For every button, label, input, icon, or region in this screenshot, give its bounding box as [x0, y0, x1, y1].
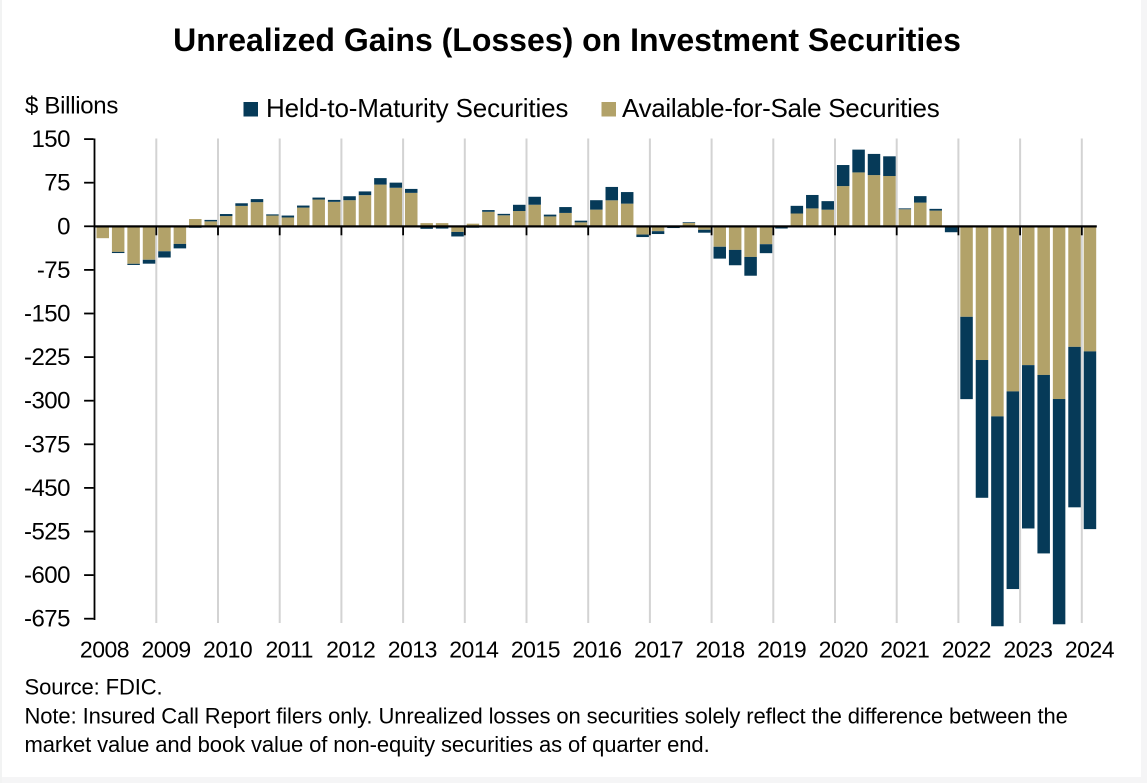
svg-text:Held-to-Maturity Securities: Held-to-Maturity Securities: [266, 93, 568, 123]
svg-text:2021: 2021: [880, 637, 929, 663]
svg-text:2008: 2008: [80, 637, 129, 663]
svg-text:2022: 2022: [942, 637, 991, 663]
svg-text:-375: -375: [24, 431, 70, 458]
svg-text:-225: -225: [24, 344, 70, 371]
svg-text:market value and book value of: market value and book value of non-equit…: [25, 732, 710, 757]
svg-text:150: 150: [31, 126, 70, 153]
svg-text:2009: 2009: [141, 637, 190, 663]
svg-text:-150: -150: [24, 301, 70, 328]
svg-text:2019: 2019: [757, 637, 806, 663]
svg-text:Unrealized Gains (Losses) on I: Unrealized Gains (Losses) on Investment …: [173, 22, 961, 58]
svg-text:75: 75: [44, 170, 70, 197]
svg-text:-300: -300: [24, 388, 70, 415]
svg-text:2023: 2023: [1003, 637, 1052, 663]
svg-text:-675: -675: [24, 606, 70, 633]
svg-text:-450: -450: [24, 475, 70, 502]
svg-text:2024: 2024: [1065, 637, 1115, 663]
svg-text:Source: FDIC.: Source: FDIC.: [25, 675, 163, 700]
svg-text:2011: 2011: [265, 637, 312, 663]
svg-text:2015: 2015: [511, 637, 560, 663]
svg-text:$ Billions: $ Billions: [25, 93, 118, 120]
svg-text:2014: 2014: [449, 637, 499, 663]
svg-text:2016: 2016: [572, 637, 621, 663]
svg-text:-75: -75: [37, 257, 70, 284]
svg-text:0: 0: [57, 213, 70, 240]
svg-text:Available-for-Sale Securities: Available-for-Sale Securities: [622, 93, 940, 123]
svg-text:2010: 2010: [203, 637, 252, 663]
svg-text:-525: -525: [24, 519, 70, 546]
svg-text:2013: 2013: [388, 637, 437, 663]
svg-text:2020: 2020: [819, 637, 868, 663]
svg-text:-600: -600: [24, 562, 70, 589]
svg-text:2012: 2012: [326, 637, 375, 663]
svg-text:2018: 2018: [696, 637, 745, 663]
svg-text:Note: Insured Call Report file: Note: Insured Call Report filers only. U…: [25, 704, 1068, 729]
svg-text:2017: 2017: [634, 637, 683, 663]
